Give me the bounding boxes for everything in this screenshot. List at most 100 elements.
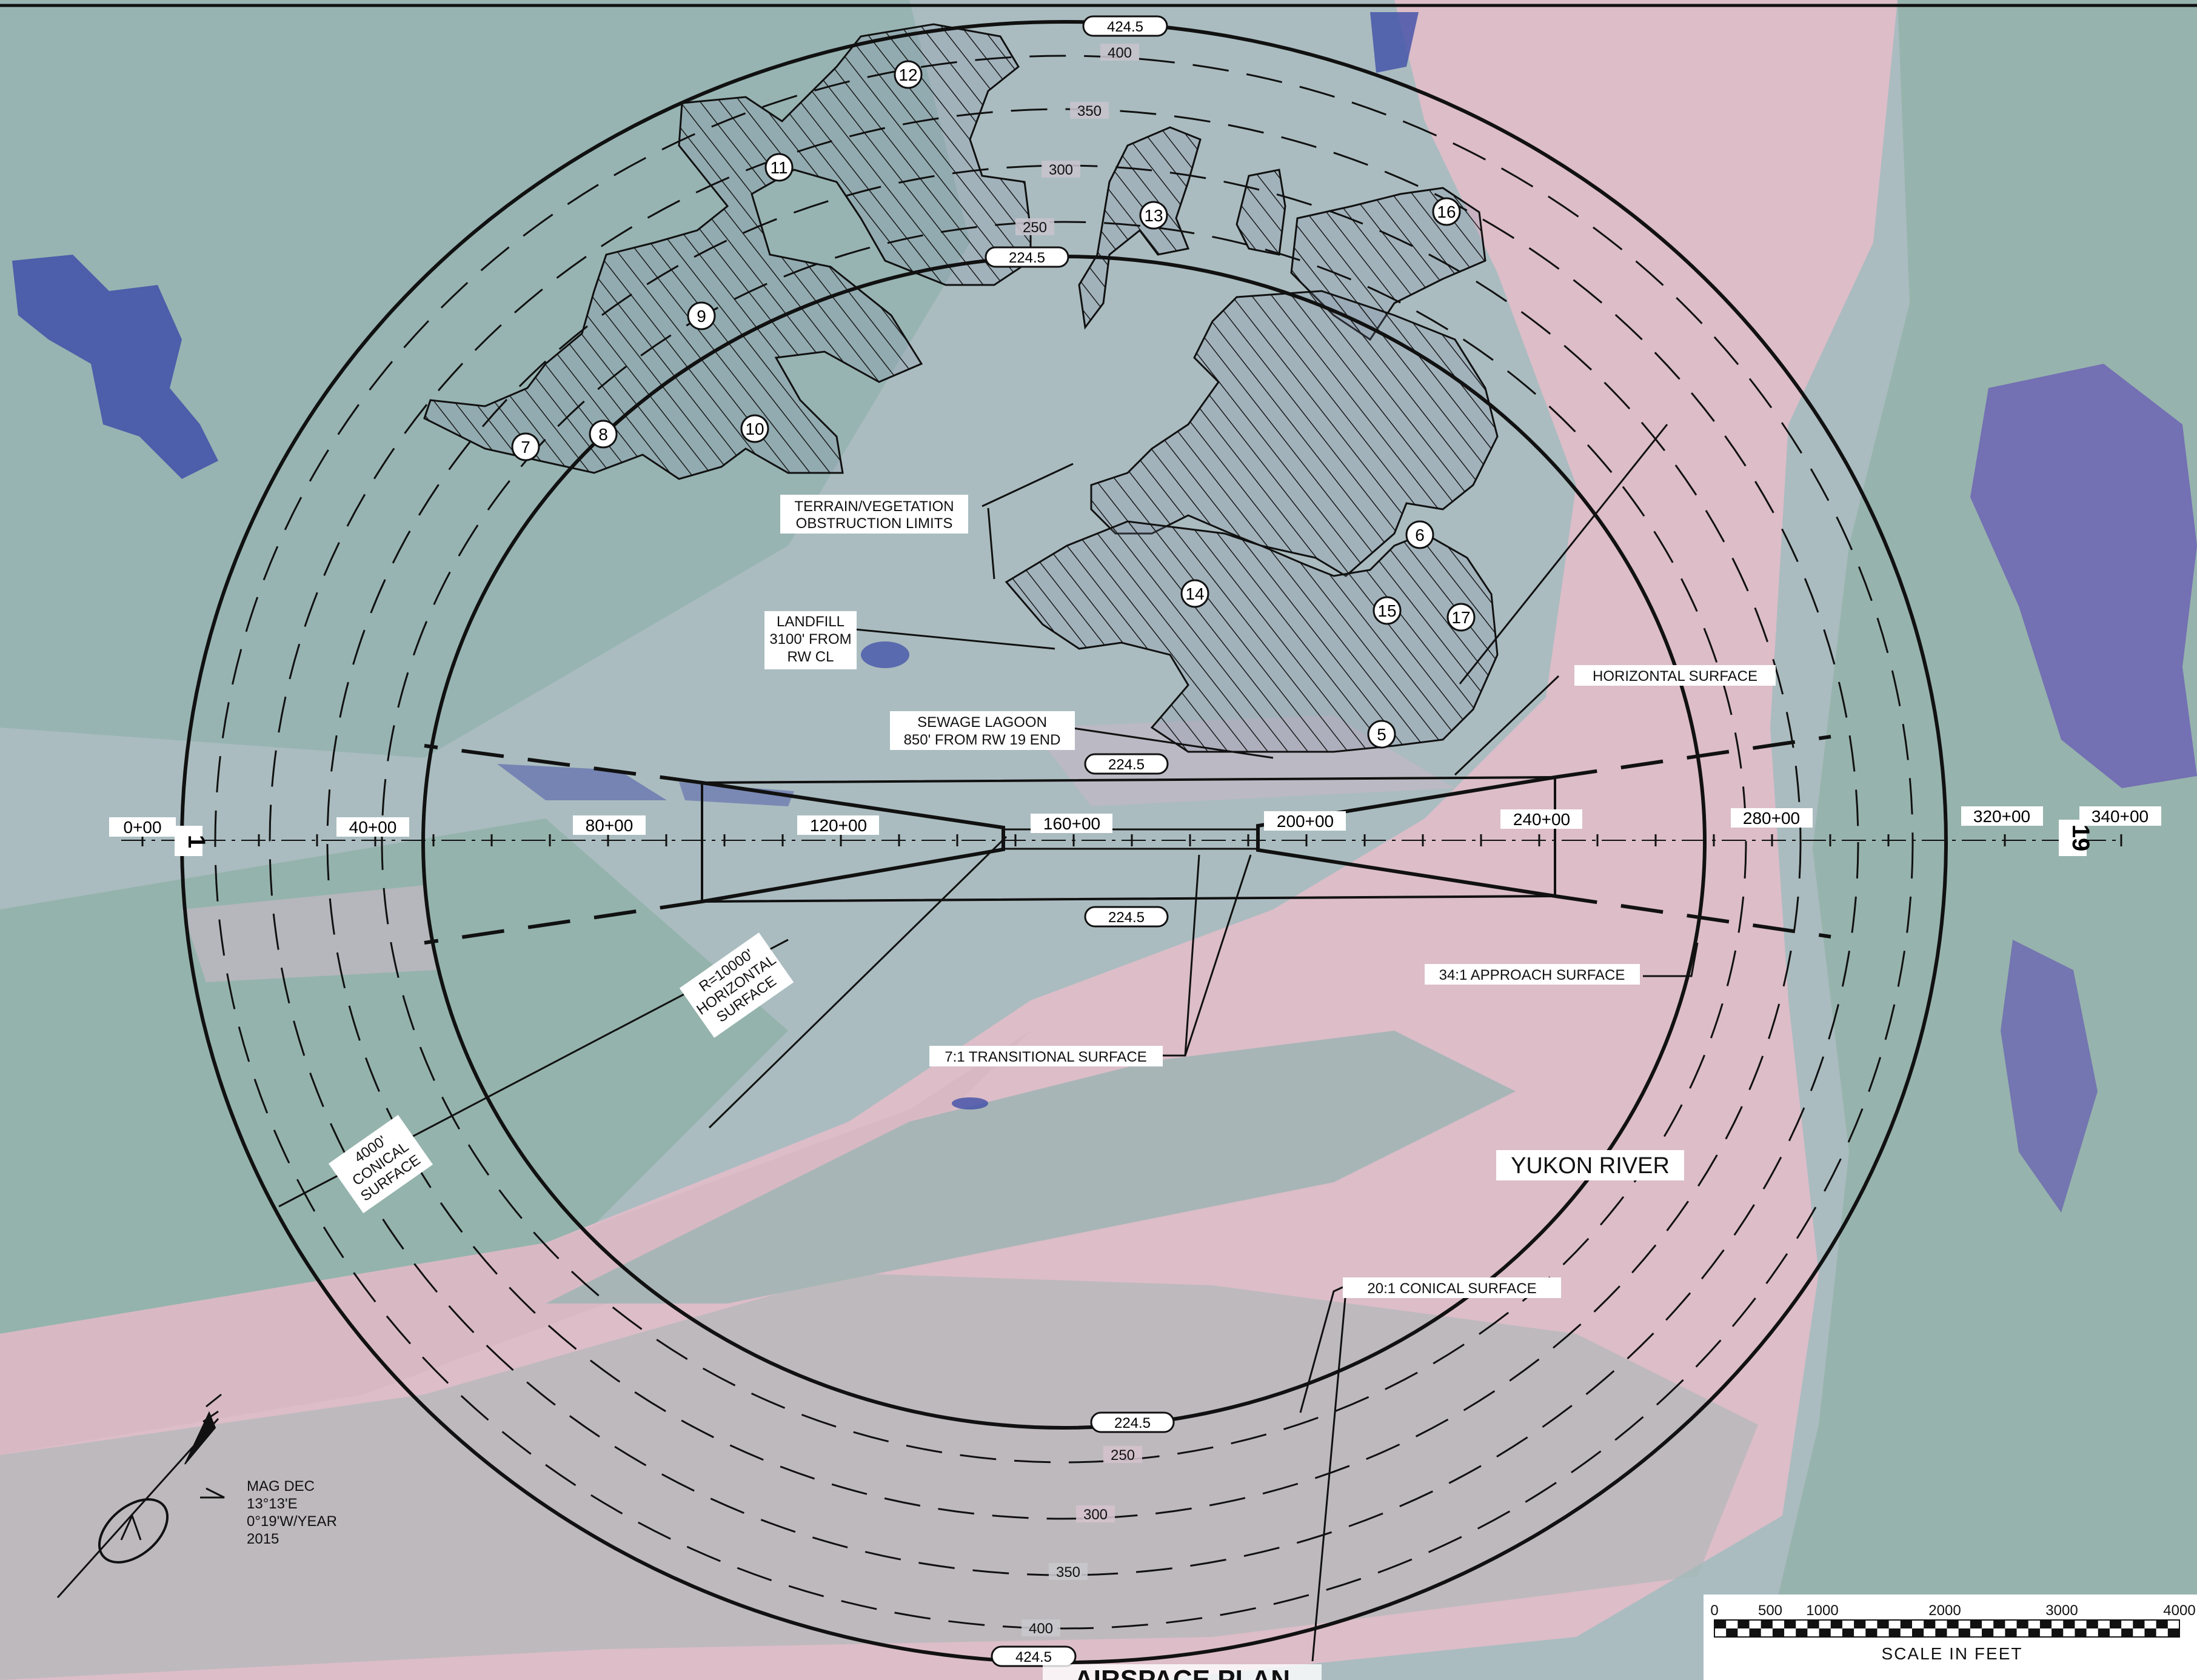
primary-elevation-label-south: 224.5 bbox=[1084, 906, 1169, 928]
contour-label-400-bottom: 400 bbox=[1029, 1621, 1053, 1637]
map-title: AIRSPACE PLAN bbox=[1043, 1664, 1322, 1680]
station-200: 200+00 bbox=[1277, 812, 1334, 831]
scale-tick-1000: 1000 bbox=[1806, 1602, 1838, 1619]
callout-labels: TERRAIN/VEGETATION OBSTRUCTION LIMITS LA… bbox=[328, 495, 1776, 1298]
scale-checker-cell bbox=[1772, 1628, 1785, 1637]
contour-label-250-top: 250 bbox=[1023, 219, 1047, 236]
mag-dec-value: 13°13'E bbox=[247, 1496, 298, 1512]
transitional-surface-callout: 7:1 TRANSITIONAL SURFACE bbox=[929, 1046, 1163, 1066]
scale-checker-cell bbox=[2133, 1620, 2145, 1628]
scale-bar: 0 500 1000 2000 3000 4000 SCALE IN FEET bbox=[1704, 1595, 2197, 1680]
magnetic-declination: MAG DEC 13°13'E 0°19'W/YEAR 2015 bbox=[247, 1478, 337, 1547]
svg-text:14: 14 bbox=[1185, 584, 1204, 603]
scale-checker-cell bbox=[1830, 1620, 1842, 1628]
mag-dec-rate: 0°19'W/YEAR bbox=[247, 1513, 337, 1530]
approach-surface-west bbox=[424, 744, 703, 945]
scale-checker-cell bbox=[1993, 1620, 2005, 1628]
station-160: 160+00 bbox=[1043, 814, 1100, 833]
horizontal-surface-callout: HORIZONTAL SURFACE bbox=[1574, 665, 1776, 686]
contour-label-400-top: 400 bbox=[1108, 45, 1132, 61]
scale-checker-cell bbox=[1900, 1620, 1912, 1628]
svg-text:SEWAGE LAGOON: SEWAGE LAGOON bbox=[917, 714, 1047, 731]
station-320: 320+00 bbox=[1973, 807, 2030, 826]
contour-250 bbox=[381, 221, 1747, 1464]
scale-tick-0: 0 bbox=[1710, 1602, 1718, 1619]
scale-checker-cell bbox=[2167, 1628, 2179, 1637]
contour-label-300-top: 300 bbox=[1049, 162, 1073, 178]
contour-350 bbox=[269, 108, 1859, 1576]
obstruction-8: 8 bbox=[589, 420, 618, 449]
scale-checker-cell bbox=[1911, 1628, 1924, 1637]
runway-end-19: 19 bbox=[2067, 825, 2094, 852]
svg-text:12: 12 bbox=[898, 65, 917, 84]
svg-text:TERRAIN/VEGETATION: TERRAIN/VEGETATION bbox=[794, 498, 954, 515]
scale-checker bbox=[1714, 1619, 2180, 1638]
scale-checker-cell bbox=[1982, 1628, 1994, 1637]
scale-checker-cell bbox=[2086, 1620, 2098, 1628]
scale-checker-cell bbox=[2156, 1620, 2168, 1628]
svg-text:17: 17 bbox=[1451, 608, 1470, 627]
approach-surface-callout: 34:1 APPROACH SURFACE bbox=[1425, 964, 1640, 985]
svg-text:13: 13 bbox=[1144, 206, 1163, 225]
scale-tick-500: 500 bbox=[1758, 1602, 1782, 1619]
svg-text:424.5: 424.5 bbox=[1015, 1649, 1052, 1665]
contour-label-300-bottom: 300 bbox=[1083, 1507, 1108, 1523]
scale-checker-cell bbox=[2144, 1628, 2156, 1637]
svg-text:10: 10 bbox=[745, 420, 764, 438]
scale-checker-cell bbox=[1854, 1620, 1866, 1628]
obstruction-15: 15 bbox=[1373, 596, 1402, 625]
station-340: 340+00 bbox=[2092, 807, 2149, 826]
scale-checker-cell bbox=[2075, 1628, 2087, 1637]
svg-text:LANDFILL: LANDFILL bbox=[777, 614, 844, 630]
svg-text:424.5: 424.5 bbox=[1107, 19, 1143, 35]
north-arrow-ellipse bbox=[98, 1498, 169, 1564]
terrain-obstruction-areas bbox=[423, 23, 1499, 753]
yukon-river-label: YUKON RIVER bbox=[1496, 1150, 1684, 1180]
scale-checker-cell bbox=[1924, 1620, 1936, 1628]
station-80: 80+00 bbox=[586, 816, 634, 835]
scale-checker-cell bbox=[2016, 1620, 2028, 1628]
scale-checker-cell bbox=[1761, 1620, 1773, 1628]
scale-checker-cell bbox=[1737, 1620, 1750, 1628]
inner-elevation-label-bottom: 224.5 bbox=[1090, 1411, 1175, 1433]
scale-checker-cell bbox=[1749, 1628, 1761, 1637]
station-labels: 0+00 40+00 80+00 120+00 160+00 200+00 24… bbox=[109, 806, 2161, 837]
scale-label: SCALE IN FEET bbox=[1882, 1644, 2023, 1663]
svg-text:YUKON RIVER: YUKON RIVER bbox=[1511, 1153, 1670, 1179]
scale-checker-cell bbox=[1877, 1620, 1889, 1628]
elevation-labels: 424.5 424.5 224.5 224.5 224.5 224.5 400 … bbox=[985, 15, 1175, 1667]
outer-elevation-label-top: 424.5 bbox=[1082, 15, 1168, 37]
scale-checker-cell bbox=[1726, 1628, 1738, 1637]
scale-checker-cell bbox=[1935, 1628, 1947, 1637]
obstruction-10: 10 bbox=[740, 414, 769, 443]
runway-end-labels: 1 19 bbox=[175, 820, 2094, 856]
scale-checker-cell bbox=[2005, 1628, 2017, 1637]
scale-checker-cell bbox=[1865, 1628, 1878, 1637]
obstruction-markers: 12 11 9 10 7 8 13 16 6 14 15 17 5 bbox=[511, 60, 1476, 749]
scale-checker-cell bbox=[2028, 1628, 2040, 1637]
obstruction-7: 7 bbox=[511, 432, 540, 461]
contour-label-350-top: 350 bbox=[1077, 103, 1102, 119]
contour-400 bbox=[214, 55, 1914, 1630]
scale-checker-cell bbox=[1796, 1628, 1808, 1637]
scale-checker-cell bbox=[2121, 1628, 2133, 1637]
obstruction-17: 17 bbox=[1446, 603, 1476, 632]
scale-checker-cell bbox=[2052, 1628, 2064, 1637]
scale-checker-cell bbox=[1888, 1628, 1901, 1637]
svg-text:7: 7 bbox=[521, 438, 530, 457]
svg-text:OBSTRUCTION LIMITS: OBSTRUCTION LIMITS bbox=[796, 515, 953, 532]
svg-text:34:1 APPROACH SURFACE: 34:1 APPROACH SURFACE bbox=[1439, 967, 1625, 983]
north-arrow bbox=[56, 1393, 225, 1599]
scale-checker-cell bbox=[2039, 1620, 2052, 1628]
scale-checker-cell bbox=[2098, 1628, 2110, 1637]
svg-text:7:1 TRANSITIONAL SURFACE: 7:1 TRANSITIONAL SURFACE bbox=[945, 1049, 1146, 1065]
contour-label-350-bottom: 350 bbox=[1056, 1564, 1080, 1581]
scale-checker-cell bbox=[1714, 1620, 1727, 1628]
scale-checker-cell bbox=[2109, 1620, 2122, 1628]
inner-elevation-label-top: 224.5 bbox=[985, 246, 1069, 268]
obstruction-16: 16 bbox=[1432, 197, 1461, 226]
station-ticks bbox=[141, 834, 2122, 846]
svg-text:8: 8 bbox=[598, 425, 608, 444]
svg-text:5: 5 bbox=[1377, 725, 1386, 744]
scale-tick-2000: 2000 bbox=[1928, 1602, 1961, 1619]
